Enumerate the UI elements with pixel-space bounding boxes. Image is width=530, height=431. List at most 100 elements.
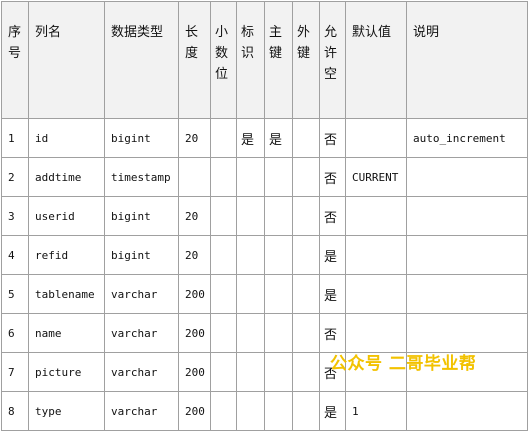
- cell-default: [345, 274, 407, 314]
- cell-column-name: picture: [28, 352, 105, 392]
- cell-data-type: bigint: [104, 118, 179, 158]
- header-data-type: 数据类型: [104, 1, 179, 119]
- header-nullable: 允许空: [319, 1, 346, 119]
- cell-length: [178, 157, 211, 197]
- cell-foreign-key: [292, 313, 320, 353]
- cell-decimals: [210, 196, 237, 236]
- cell-default: [345, 118, 407, 158]
- table-row: 2 addtime timestamp 否 CURRENT: [1, 157, 528, 197]
- cell-default: [345, 313, 407, 353]
- cell-length: 200: [178, 274, 211, 314]
- table-row: 5 tablename varchar 200 是: [1, 274, 528, 314]
- cell-column-name: addtime: [28, 157, 105, 197]
- cell-decimals: [210, 274, 237, 314]
- cell-primary-key: [264, 235, 293, 275]
- cell-index: 8: [1, 391, 29, 431]
- cell-identity: [236, 313, 265, 353]
- cell-nullable: 是: [319, 274, 346, 314]
- cell-primary-key: [264, 196, 293, 236]
- header-column-name: 列名: [28, 1, 105, 119]
- cell-column-name: name: [28, 313, 105, 353]
- header-identity: 标识: [236, 1, 265, 119]
- cell-identity: [236, 352, 265, 392]
- cell-index: 3: [1, 196, 29, 236]
- cell-data-type: varchar: [104, 391, 179, 431]
- table-row: 3 userid bigint 20 否: [1, 196, 528, 236]
- table-row: 1 id bigint 20 是是否 auto_increment: [1, 118, 528, 158]
- cell-decimals: [210, 352, 237, 392]
- header-decimals: 小数位: [210, 1, 237, 119]
- cell-default: [345, 352, 407, 392]
- cell-foreign-key: [292, 196, 320, 236]
- cell-nullable: 否: [319, 118, 346, 158]
- cell-identity: 是: [236, 118, 265, 158]
- cell-index: 2: [1, 157, 29, 197]
- table-row: 7 picture varchar 200 否: [1, 352, 528, 392]
- cell-nullable: 否: [319, 157, 346, 197]
- cell-description: [406, 352, 528, 392]
- cell-index: 7: [1, 352, 29, 392]
- cell-foreign-key: [292, 235, 320, 275]
- cell-primary-key: 是: [264, 118, 293, 158]
- cell-data-type: bigint: [104, 235, 179, 275]
- cell-primary-key: [264, 157, 293, 197]
- cell-default: [345, 196, 407, 236]
- cell-description: [406, 274, 528, 314]
- cell-primary-key: [264, 352, 293, 392]
- cell-column-name: tablename: [28, 274, 105, 314]
- cell-index: 1: [1, 118, 29, 158]
- cell-identity: [236, 274, 265, 314]
- cell-decimals: [210, 118, 237, 158]
- cell-description: [406, 157, 528, 197]
- cell-length: 200: [178, 391, 211, 431]
- cell-index: 5: [1, 274, 29, 314]
- cell-foreign-key: [292, 274, 320, 314]
- header-row: 序号 列名 数据类型 长度 小数位 标识 主键 外键 允许空 默认值 说明: [1, 1, 528, 119]
- cell-description: auto_increment: [406, 118, 528, 158]
- cell-foreign-key: [292, 157, 320, 197]
- cell-data-type: varchar: [104, 274, 179, 314]
- cell-description: [406, 391, 528, 431]
- cell-identity: [236, 391, 265, 431]
- cell-index: 4: [1, 235, 29, 275]
- cell-data-type: varchar: [104, 352, 179, 392]
- cell-identity: [236, 157, 265, 197]
- header-default: 默认值: [345, 1, 407, 119]
- cell-nullable: 是: [319, 235, 346, 275]
- cell-description: [406, 235, 528, 275]
- cell-column-name: id: [28, 118, 105, 158]
- cell-description: [406, 196, 528, 236]
- cell-length: 200: [178, 352, 211, 392]
- cell-column-name: type: [28, 391, 105, 431]
- cell-decimals: [210, 313, 237, 353]
- table-row: 4 refid bigint 20 是: [1, 235, 528, 275]
- cell-primary-key: [264, 274, 293, 314]
- cell-identity: [236, 196, 265, 236]
- cell-index: 6: [1, 313, 29, 353]
- header-foreign-key: 外键: [292, 1, 320, 119]
- cell-column-name: refid: [28, 235, 105, 275]
- cell-nullable: 否: [319, 313, 346, 353]
- header-description: 说明: [406, 1, 528, 119]
- cell-foreign-key: [292, 391, 320, 431]
- header-index: 序号: [1, 1, 29, 119]
- cell-nullable: 是: [319, 391, 346, 431]
- header-length: 长度: [178, 1, 211, 119]
- table-row: 6 name varchar 200 否: [1, 313, 528, 353]
- cell-foreign-key: [292, 352, 320, 392]
- cell-description: [406, 313, 528, 353]
- cell-data-type: bigint: [104, 196, 179, 236]
- cell-column-name: userid: [28, 196, 105, 236]
- cell-default: 1: [345, 391, 407, 431]
- table-row: 8 type varchar 200 是 1: [1, 391, 528, 431]
- cell-decimals: [210, 235, 237, 275]
- cell-nullable: 否: [319, 352, 346, 392]
- header-primary-key: 主键: [264, 1, 293, 119]
- cell-decimals: [210, 157, 237, 197]
- cell-data-type: varchar: [104, 313, 179, 353]
- cell-length: 20: [178, 118, 211, 158]
- cell-default: CURRENT: [345, 157, 407, 197]
- cell-primary-key: [264, 391, 293, 431]
- cell-length: 200: [178, 313, 211, 353]
